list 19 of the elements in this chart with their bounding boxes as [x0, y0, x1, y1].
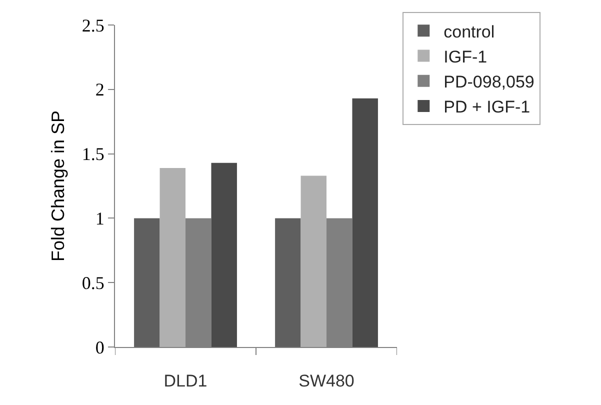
legend-label: IGF-1	[444, 47, 488, 66]
legend-label: control	[444, 22, 495, 42]
y-tick-label: 1	[95, 208, 104, 228]
legend-label: PD + IGF-1	[444, 98, 530, 117]
bar	[211, 162, 237, 347]
legend-label: PD-098,059	[444, 72, 534, 92]
y-tick-label: 2	[95, 80, 104, 100]
y-axis-title: Fold Change in SP	[48, 110, 68, 262]
x-tick-label: DLD1	[164, 371, 208, 390]
bar	[352, 98, 378, 347]
x-tick-label: SW480	[298, 371, 354, 390]
bar	[275, 218, 301, 347]
y-tick-label: 1.5	[82, 144, 104, 164]
y-tick-label: 2.5	[82, 15, 104, 36]
y-tick-label: 0.5	[82, 272, 104, 293]
bar	[300, 176, 326, 347]
bar	[160, 168, 186, 347]
bar	[134, 218, 160, 347]
y-tick-label: 0	[95, 337, 104, 358]
